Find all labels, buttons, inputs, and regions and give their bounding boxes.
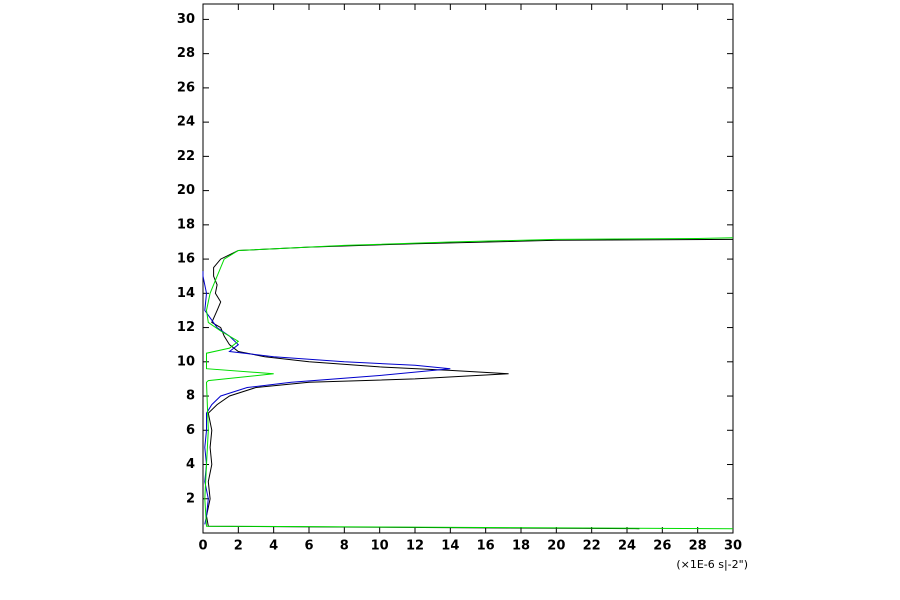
y-tick-label: 6 bbox=[186, 423, 195, 438]
x-axis-label: (×1E-6 s|-2") bbox=[676, 558, 748, 571]
x-tick-label: 24 bbox=[618, 539, 636, 554]
x-tick-label: 0 bbox=[198, 539, 207, 554]
y-tick-label: 14 bbox=[177, 286, 195, 301]
y-tick-label: 10 bbox=[177, 354, 195, 369]
x-tick-label: 10 bbox=[371, 539, 389, 554]
y-tick-label: 4 bbox=[186, 457, 195, 472]
x-tick-label: 22 bbox=[583, 539, 601, 554]
x-tick-label: 18 bbox=[512, 539, 530, 554]
x-tick-label: 16 bbox=[477, 539, 495, 554]
x-tick-label: 26 bbox=[653, 539, 671, 554]
y-tick-label: 22 bbox=[177, 149, 195, 164]
x-tick-label: 30 bbox=[724, 539, 742, 554]
profile-line bbox=[204, 237, 734, 530]
profile-line bbox=[202, 271, 451, 525]
plot-frame bbox=[202, 3, 734, 534]
x-tick-label: 4 bbox=[269, 539, 278, 554]
y-tick-label: 2 bbox=[186, 491, 195, 506]
x-tick-label: 28 bbox=[689, 539, 707, 554]
y-tick-label: 30 bbox=[177, 12, 195, 27]
y-tick-label: 20 bbox=[177, 183, 195, 198]
y-tick-label: 24 bbox=[177, 115, 195, 130]
x-tick-label: 20 bbox=[547, 539, 565, 554]
y-tick-label: 18 bbox=[177, 217, 195, 232]
y-tick-label: 28 bbox=[177, 46, 195, 61]
x-tick-label: 14 bbox=[441, 539, 459, 554]
x-tick-label: 2 bbox=[234, 539, 243, 554]
y-tick-label: 26 bbox=[177, 80, 195, 95]
y-tick-label: 12 bbox=[177, 320, 195, 335]
x-tick-label: 6 bbox=[304, 539, 313, 554]
x-tick-label: 8 bbox=[340, 539, 349, 554]
y-tick-label: 8 bbox=[186, 389, 195, 404]
y-tick-label: 16 bbox=[177, 252, 195, 267]
x-tick-label: 12 bbox=[406, 539, 424, 554]
profile-line bbox=[205, 238, 734, 530]
